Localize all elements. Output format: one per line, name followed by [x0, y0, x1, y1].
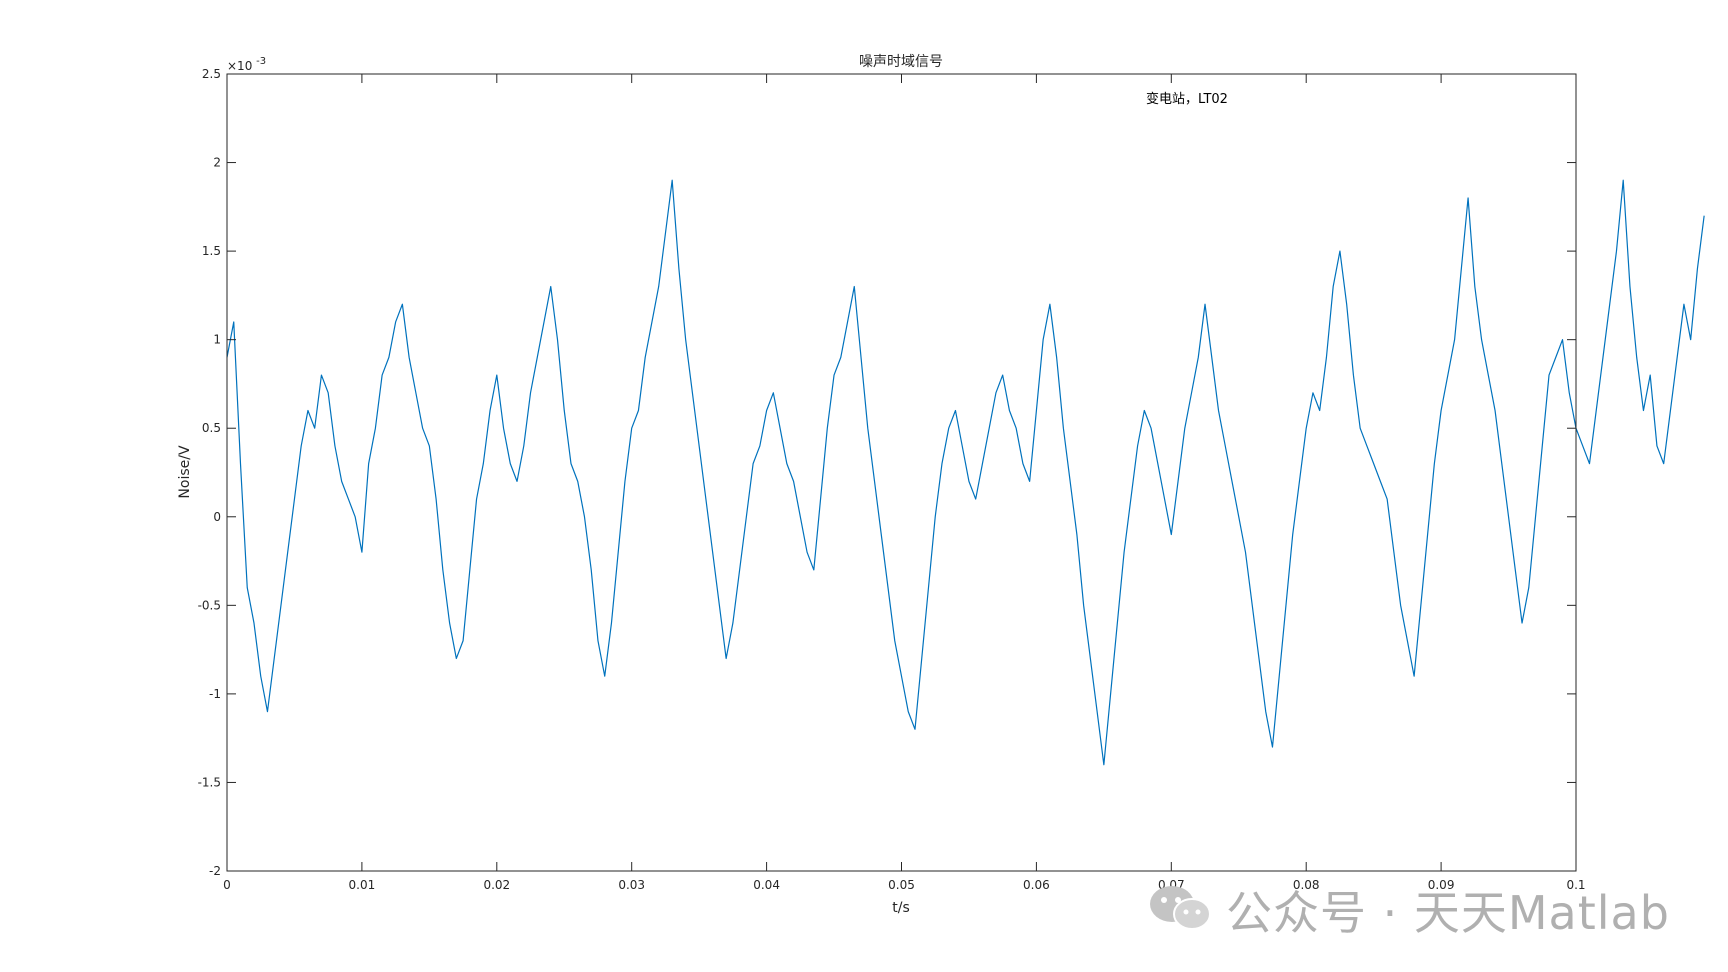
x-tick-label: 0.02	[483, 878, 510, 892]
y-tick-label: 1	[213, 333, 221, 347]
x-axis-label: t/s	[892, 900, 910, 916]
series-line	[226, 179, 1705, 766]
annotation-text: 变电站，LT02	[1146, 91, 1228, 107]
y-exponent-base: ×10	[227, 59, 252, 73]
series-layer	[226, 179, 1705, 766]
y-tick-label: -2	[209, 864, 221, 878]
y-exponent-power: -3	[256, 56, 266, 67]
y-tick-label: 0	[213, 510, 221, 524]
x-tick-label: 0.09	[1428, 878, 1455, 892]
x-tick-label: 0.05	[888, 878, 915, 892]
plot-area	[227, 74, 1576, 871]
x-tick-label: 0	[223, 878, 231, 892]
watermark: 公众号 · 天天Matlab	[1148, 880, 1670, 940]
chart-title: 噪声时域信号	[859, 54, 943, 70]
watermark-text: 公众号 · 天天Matlab	[1226, 886, 1670, 940]
y-tick-label: -0.5	[198, 598, 221, 612]
y-tick-label: 1.5	[202, 244, 221, 258]
y-tick-label: 2.5	[202, 67, 221, 81]
x-tick-label: 0.08	[1293, 878, 1320, 892]
x-tick-label: 0.1	[1566, 878, 1585, 892]
x-tick-label: 0.03	[618, 878, 645, 892]
y-axis-label: Noise/V	[177, 445, 193, 499]
x-tick-label: 0.01	[349, 878, 376, 892]
wechat-icon	[1148, 882, 1214, 938]
y-axis: -2 -1.5 -1 -0.5 0 0.5 1 1.5 2 2.5	[198, 67, 1576, 878]
x-tick-label: 0.06	[1023, 878, 1050, 892]
y-tick-label: -1.5	[198, 775, 221, 789]
x-axis: 0 0.01 0.02 0.03 0.04 0.05 0.06 0.07 0.08 0.09 0.1	[223, 74, 1586, 892]
y-exponent: ×10 -3	[227, 56, 266, 73]
y-tick-label: -1	[209, 687, 221, 701]
y-tick-label: 0.5	[202, 421, 221, 435]
x-tick-label: 0.04	[753, 878, 780, 892]
y-tick-label: 2	[213, 156, 221, 170]
